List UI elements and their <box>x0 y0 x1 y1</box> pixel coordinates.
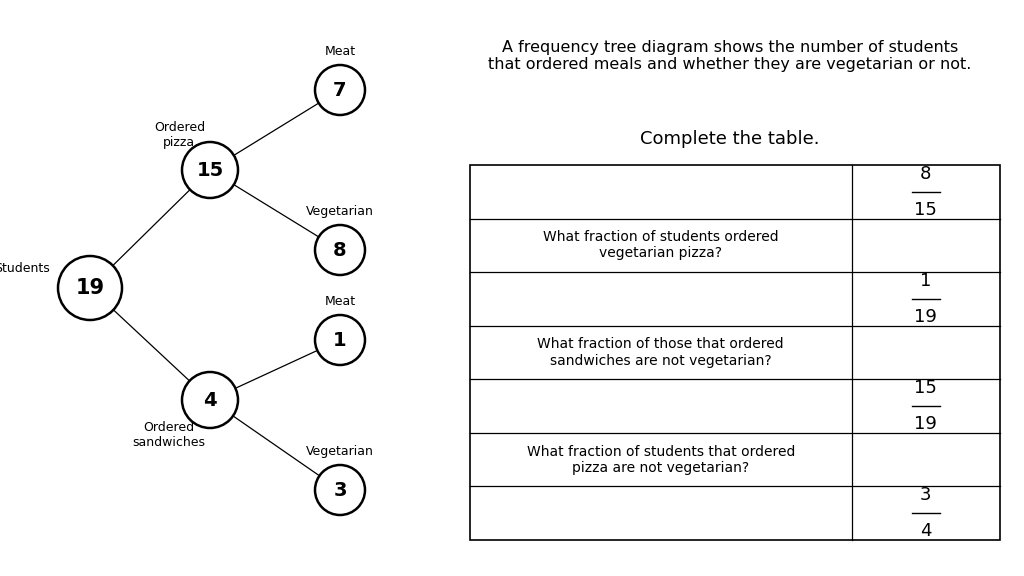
Text: Ordered
sandwiches: Ordered sandwiches <box>132 421 205 449</box>
Bar <box>470 165 1000 540</box>
Text: 8: 8 <box>333 241 347 260</box>
Circle shape <box>182 372 238 428</box>
Text: 1: 1 <box>333 331 347 350</box>
Text: 15: 15 <box>197 161 223 180</box>
Text: Students: Students <box>0 262 50 275</box>
Text: Meat: Meat <box>325 45 355 58</box>
Text: Vegetarian: Vegetarian <box>306 445 374 458</box>
Text: 3: 3 <box>333 480 347 499</box>
Circle shape <box>315 465 365 515</box>
Text: Ordered
pizza: Ordered pizza <box>154 121 205 149</box>
Text: 1: 1 <box>921 272 932 290</box>
Text: What fraction of students that ordered
pizza are not vegetarian?: What fraction of students that ordered p… <box>526 445 795 475</box>
Text: 19: 19 <box>914 415 937 433</box>
Circle shape <box>58 256 122 320</box>
Text: Vegetarian: Vegetarian <box>306 205 374 218</box>
Circle shape <box>315 315 365 365</box>
Text: Complete the table.: Complete the table. <box>640 130 820 148</box>
Text: Meat: Meat <box>325 295 355 308</box>
Text: 7: 7 <box>333 81 347 100</box>
Circle shape <box>182 142 238 198</box>
Text: What fraction of students ordered
vegetarian pizza?: What fraction of students ordered vegeta… <box>543 230 778 260</box>
Text: A frequency tree diagram shows the number of students
that ordered meals and whe: A frequency tree diagram shows the numbe… <box>488 40 972 73</box>
Text: 19: 19 <box>914 308 937 326</box>
Text: 15: 15 <box>914 379 937 397</box>
Text: 4: 4 <box>203 391 217 410</box>
Text: 15: 15 <box>914 201 937 219</box>
Circle shape <box>315 225 365 275</box>
Circle shape <box>315 65 365 115</box>
Text: 3: 3 <box>920 486 932 504</box>
Text: 19: 19 <box>76 278 104 298</box>
Text: 4: 4 <box>920 522 932 540</box>
Text: What fraction of those that ordered
sandwiches are not vegetarian?: What fraction of those that ordered sand… <box>538 338 784 367</box>
Text: 8: 8 <box>921 165 932 183</box>
